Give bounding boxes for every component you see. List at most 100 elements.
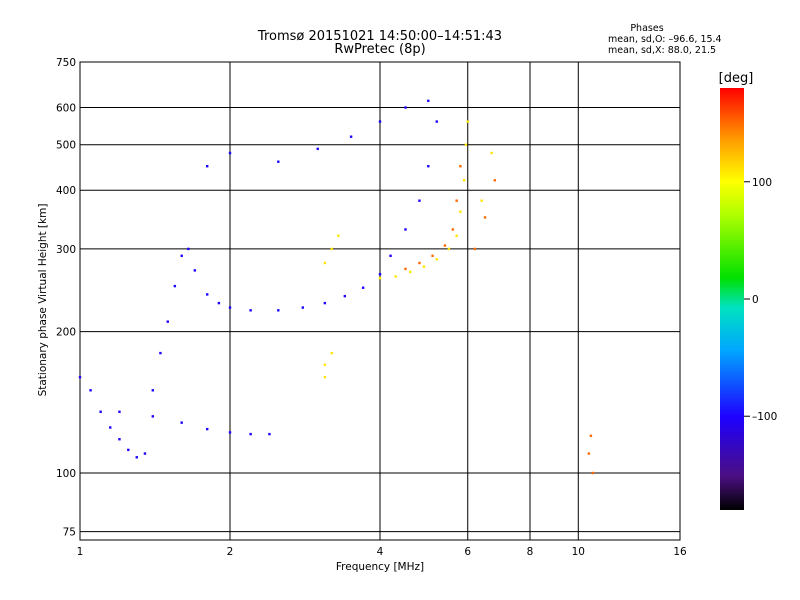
data-point bbox=[323, 301, 327, 305]
data-point bbox=[151, 415, 155, 418]
data-point bbox=[249, 432, 252, 436]
data-point bbox=[378, 276, 382, 280]
data-point bbox=[418, 261, 421, 265]
plot-area: 1 2 4 6 8 10 16 75 100 200 300 400 500 600 750 bbox=[56, 57, 687, 558]
phase-stats-o: mean, sd,O: –96.6, 15.4 bbox=[608, 34, 722, 45]
data-point bbox=[193, 269, 197, 272]
data-point bbox=[143, 452, 147, 455]
data-point bbox=[151, 389, 155, 392]
colorbar: [deg] 100 0 –100 bbox=[719, 71, 777, 510]
data-point bbox=[135, 456, 138, 459]
data-point bbox=[431, 254, 434, 258]
data-point bbox=[217, 301, 221, 305]
data-point bbox=[330, 351, 333, 355]
data-point bbox=[228, 431, 232, 434]
data-points bbox=[78, 99, 595, 475]
x-tick-label: 2 bbox=[227, 546, 234, 558]
y-tick-label: 75 bbox=[63, 527, 76, 539]
y-tick-label: 600 bbox=[56, 103, 76, 115]
x-tick-label: 6 bbox=[464, 546, 471, 558]
data-point bbox=[205, 164, 209, 168]
data-point bbox=[378, 273, 382, 276]
data-point bbox=[277, 160, 280, 163]
data-point bbox=[451, 228, 455, 231]
data-point bbox=[443, 244, 447, 247]
x-tick-label: 10 bbox=[572, 546, 585, 558]
data-point bbox=[435, 120, 438, 123]
y-tick-label: 200 bbox=[56, 327, 76, 339]
x-tick-label: 16 bbox=[673, 546, 687, 558]
y-axis-ticks: 75 100 200 300 400 500 600 750 bbox=[56, 57, 76, 539]
data-point bbox=[493, 179, 497, 182]
data-point bbox=[447, 247, 451, 251]
data-point bbox=[99, 410, 102, 413]
y-tick-label: 100 bbox=[56, 468, 76, 480]
x-tick-label: 4 bbox=[377, 546, 384, 558]
data-point bbox=[228, 151, 232, 155]
data-point bbox=[118, 438, 121, 441]
data-point bbox=[404, 106, 407, 109]
data-point bbox=[459, 210, 462, 213]
data-point bbox=[455, 234, 458, 237]
x-tick-label: 1 bbox=[77, 546, 84, 558]
chart-subtitle: RwPretec (8p) bbox=[334, 42, 425, 57]
colorbar-tick-label: 0 bbox=[752, 294, 759, 306]
data-point bbox=[180, 254, 183, 258]
data-point bbox=[589, 434, 593, 438]
data-point bbox=[427, 164, 430, 168]
phase-stats-heading: Phases bbox=[630, 23, 663, 34]
data-point bbox=[455, 199, 458, 202]
y-tick-label: 750 bbox=[56, 57, 76, 69]
data-point bbox=[409, 270, 412, 274]
data-point bbox=[591, 471, 595, 475]
data-point bbox=[473, 247, 477, 251]
data-point bbox=[166, 320, 169, 323]
data-point bbox=[78, 375, 82, 379]
data-point bbox=[118, 410, 121, 413]
data-point bbox=[427, 99, 430, 103]
data-point bbox=[323, 375, 327, 379]
data-point bbox=[268, 432, 271, 436]
phase-stats-x: mean, sd,X: 88.0, 21.5 bbox=[608, 45, 716, 56]
data-point bbox=[205, 427, 209, 431]
data-point bbox=[378, 120, 382, 123]
data-point bbox=[249, 309, 252, 312]
data-point bbox=[389, 254, 392, 258]
data-point bbox=[435, 258, 438, 261]
data-point bbox=[109, 426, 112, 429]
data-point bbox=[330, 247, 333, 251]
data-point bbox=[462, 179, 466, 182]
data-point bbox=[228, 306, 232, 309]
data-point bbox=[159, 351, 162, 355]
data-point bbox=[404, 228, 407, 231]
colorbar-gradient bbox=[720, 88, 744, 510]
data-point bbox=[466, 120, 469, 123]
colorbar-ticks: 100 0 –100 bbox=[744, 177, 777, 423]
data-point bbox=[187, 247, 190, 251]
data-point bbox=[480, 199, 483, 202]
data-point bbox=[349, 135, 353, 138]
data-point bbox=[490, 151, 493, 155]
data-point bbox=[337, 234, 340, 237]
data-point bbox=[404, 267, 407, 271]
y-tick-label: 400 bbox=[56, 185, 76, 197]
x-axis-ticks: 1 2 4 6 8 10 16 bbox=[77, 546, 687, 558]
data-point bbox=[301, 306, 305, 309]
data-point bbox=[483, 216, 487, 219]
data-point bbox=[323, 261, 327, 265]
data-point bbox=[418, 199, 421, 202]
y-tick-label: 300 bbox=[56, 244, 76, 256]
data-point bbox=[180, 421, 183, 424]
colorbar-tick-label: 100 bbox=[752, 177, 772, 189]
data-point bbox=[316, 147, 319, 151]
grid-lines bbox=[80, 62, 680, 540]
y-axis-label: Stationary phase Virtual Height [km] bbox=[37, 204, 49, 397]
data-point bbox=[205, 293, 209, 296]
data-point bbox=[343, 294, 347, 298]
chart-title: Tromsø 20151021 14:50:00–14:51:43 bbox=[257, 29, 502, 44]
data-point bbox=[127, 448, 130, 452]
data-point bbox=[422, 265, 426, 268]
data-point bbox=[361, 286, 365, 289]
data-point bbox=[394, 275, 397, 278]
